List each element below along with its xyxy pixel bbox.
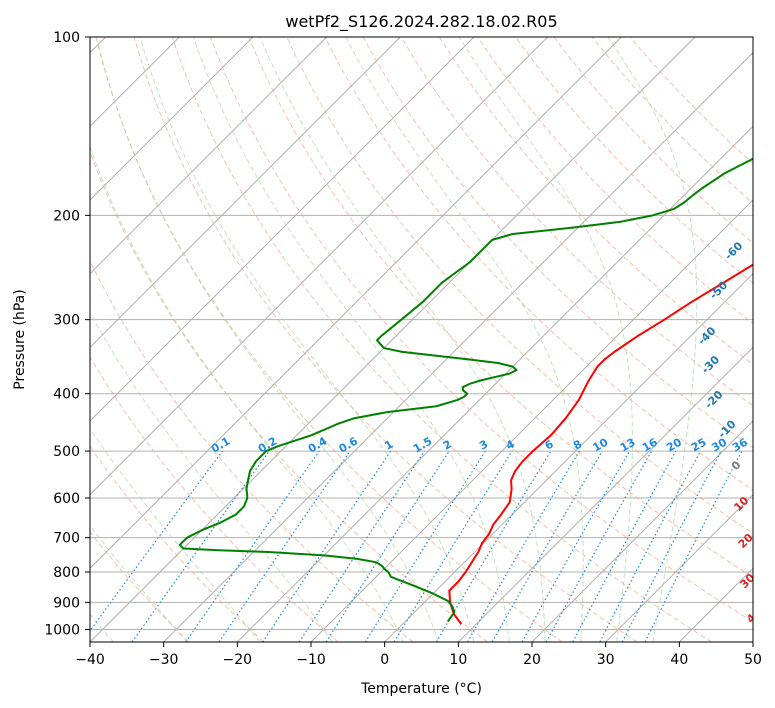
dry-adiabat-line (95, 37, 563, 642)
moist-adiabat-line (97, 44, 439, 642)
moist-adiabat-line (607, 37, 698, 642)
dry-adiabat-line (324, 37, 753, 491)
temperature-profile-line (448, 263, 753, 625)
x-tick-label: 0 (380, 652, 389, 668)
x-axis-label: Temperature (°C) (360, 681, 482, 697)
dry-adiabat-line (90, 356, 339, 642)
y-tick-label: 900 (53, 595, 80, 611)
dry-adiabat-line (90, 150, 488, 642)
x-tick-label: 10 (449, 652, 467, 668)
mixing-ratio-line (218, 450, 351, 642)
y-tick-label: 100 (53, 30, 80, 46)
mixing-ratio-line (262, 450, 392, 642)
x-tick-label: −30 (149, 652, 179, 668)
x-tick-label: 40 (670, 652, 688, 668)
dewpoint-profile-line (178, 157, 753, 623)
dry-adiabat-line (90, 259, 414, 642)
mixing-ratio-line (572, 450, 677, 642)
moist-adiabat-line (90, 427, 261, 642)
grid-layer (90, 37, 753, 642)
isotherm-annotation: 40 (744, 606, 764, 626)
axis-layer: −40 −30 −20 −10 0 10 20 30 40 50 100 200 300 400 500 60… (44, 30, 762, 668)
x-tick-label: −10 (296, 652, 326, 668)
isotherm-gridline (163, 51, 753, 642)
dry-adiabat-layer (90, 37, 753, 642)
isotherm-gridline (90, 37, 401, 349)
isotherm-gridline (531, 420, 753, 642)
moist-adiabat-line (192, 37, 510, 642)
isotherm-gridline (90, 37, 328, 275)
series-layer (178, 157, 753, 625)
isotherm-gridline (605, 493, 753, 642)
mixing-ratio-line (393, 450, 513, 642)
mixing-ratio-line (90, 450, 223, 632)
x-tick-label: 30 (597, 652, 615, 668)
mixing-ratio-line (545, 450, 653, 642)
y-tick-label: 200 (53, 208, 80, 224)
dry-adiabat-line (400, 37, 753, 407)
isotherm-gridline (90, 37, 696, 642)
x-tick-label: −20 (223, 652, 253, 668)
isotherm-annotation: -70 (747, 187, 770, 210)
y-axis-label: Pressure (hPa) (12, 289, 28, 389)
isotherm-gridline (90, 37, 475, 422)
dry-adiabat-line (515, 37, 753, 284)
moist-adiabat-line (90, 145, 404, 642)
dry-adiabat-line (90, 445, 264, 642)
x-tick-label: 20 (523, 652, 541, 668)
y-tick-label: 800 (53, 565, 80, 581)
isotherm-gridline (90, 37, 549, 496)
moist-adiabat-line (139, 37, 475, 642)
moist-adiabat-line (90, 524, 188, 642)
y-tick-label: 400 (53, 387, 80, 403)
moist-adiabat-layer (90, 37, 698, 642)
x-tick-label: 50 (744, 652, 762, 668)
dry-adiabat-line (248, 37, 753, 578)
isotherm-gridline (457, 346, 753, 642)
dry-adiabat-line (171, 37, 712, 642)
mixing-ratio-line (325, 450, 450, 642)
dry-adiabat-line (210, 37, 753, 623)
y-tick-label: 700 (53, 531, 80, 547)
dry-adiabat-line (439, 37, 753, 366)
y-tick-label: 500 (53, 444, 80, 460)
y-tick-label: 1000 (44, 622, 80, 638)
y-tick-label: 600 (53, 491, 80, 507)
isotherm-gridline (90, 37, 254, 201)
isotherm-gridline (384, 272, 753, 642)
mixing-ratio-line (521, 450, 631, 642)
x-tick-label: −40 (75, 652, 105, 668)
moist-adiabat-line (345, 37, 584, 642)
mixing-ratio-layer: 0.1 0.2 0.4 0.6 1 1.5 2 3 4 6 8 10 13 16 20 25 30 36 (90, 434, 750, 642)
isotherm-gridline (90, 37, 622, 570)
mixing-ratio-line (131, 450, 270, 642)
mixing-ratio-line (644, 450, 743, 642)
y-tick-label: 300 (53, 313, 80, 329)
dry-adiabat-line (133, 37, 638, 642)
isotherm-gridline (236, 125, 753, 642)
chart-title: wetPf2_S126.2024.282.18.02.R05 (285, 12, 557, 32)
mixing-ratio-line (298, 450, 425, 642)
plot-frame (89, 36, 754, 643)
dry-adiabat-line (90, 531, 190, 642)
mixing-ratio-line (185, 450, 320, 642)
moist-adiabat-line (259, 37, 546, 642)
